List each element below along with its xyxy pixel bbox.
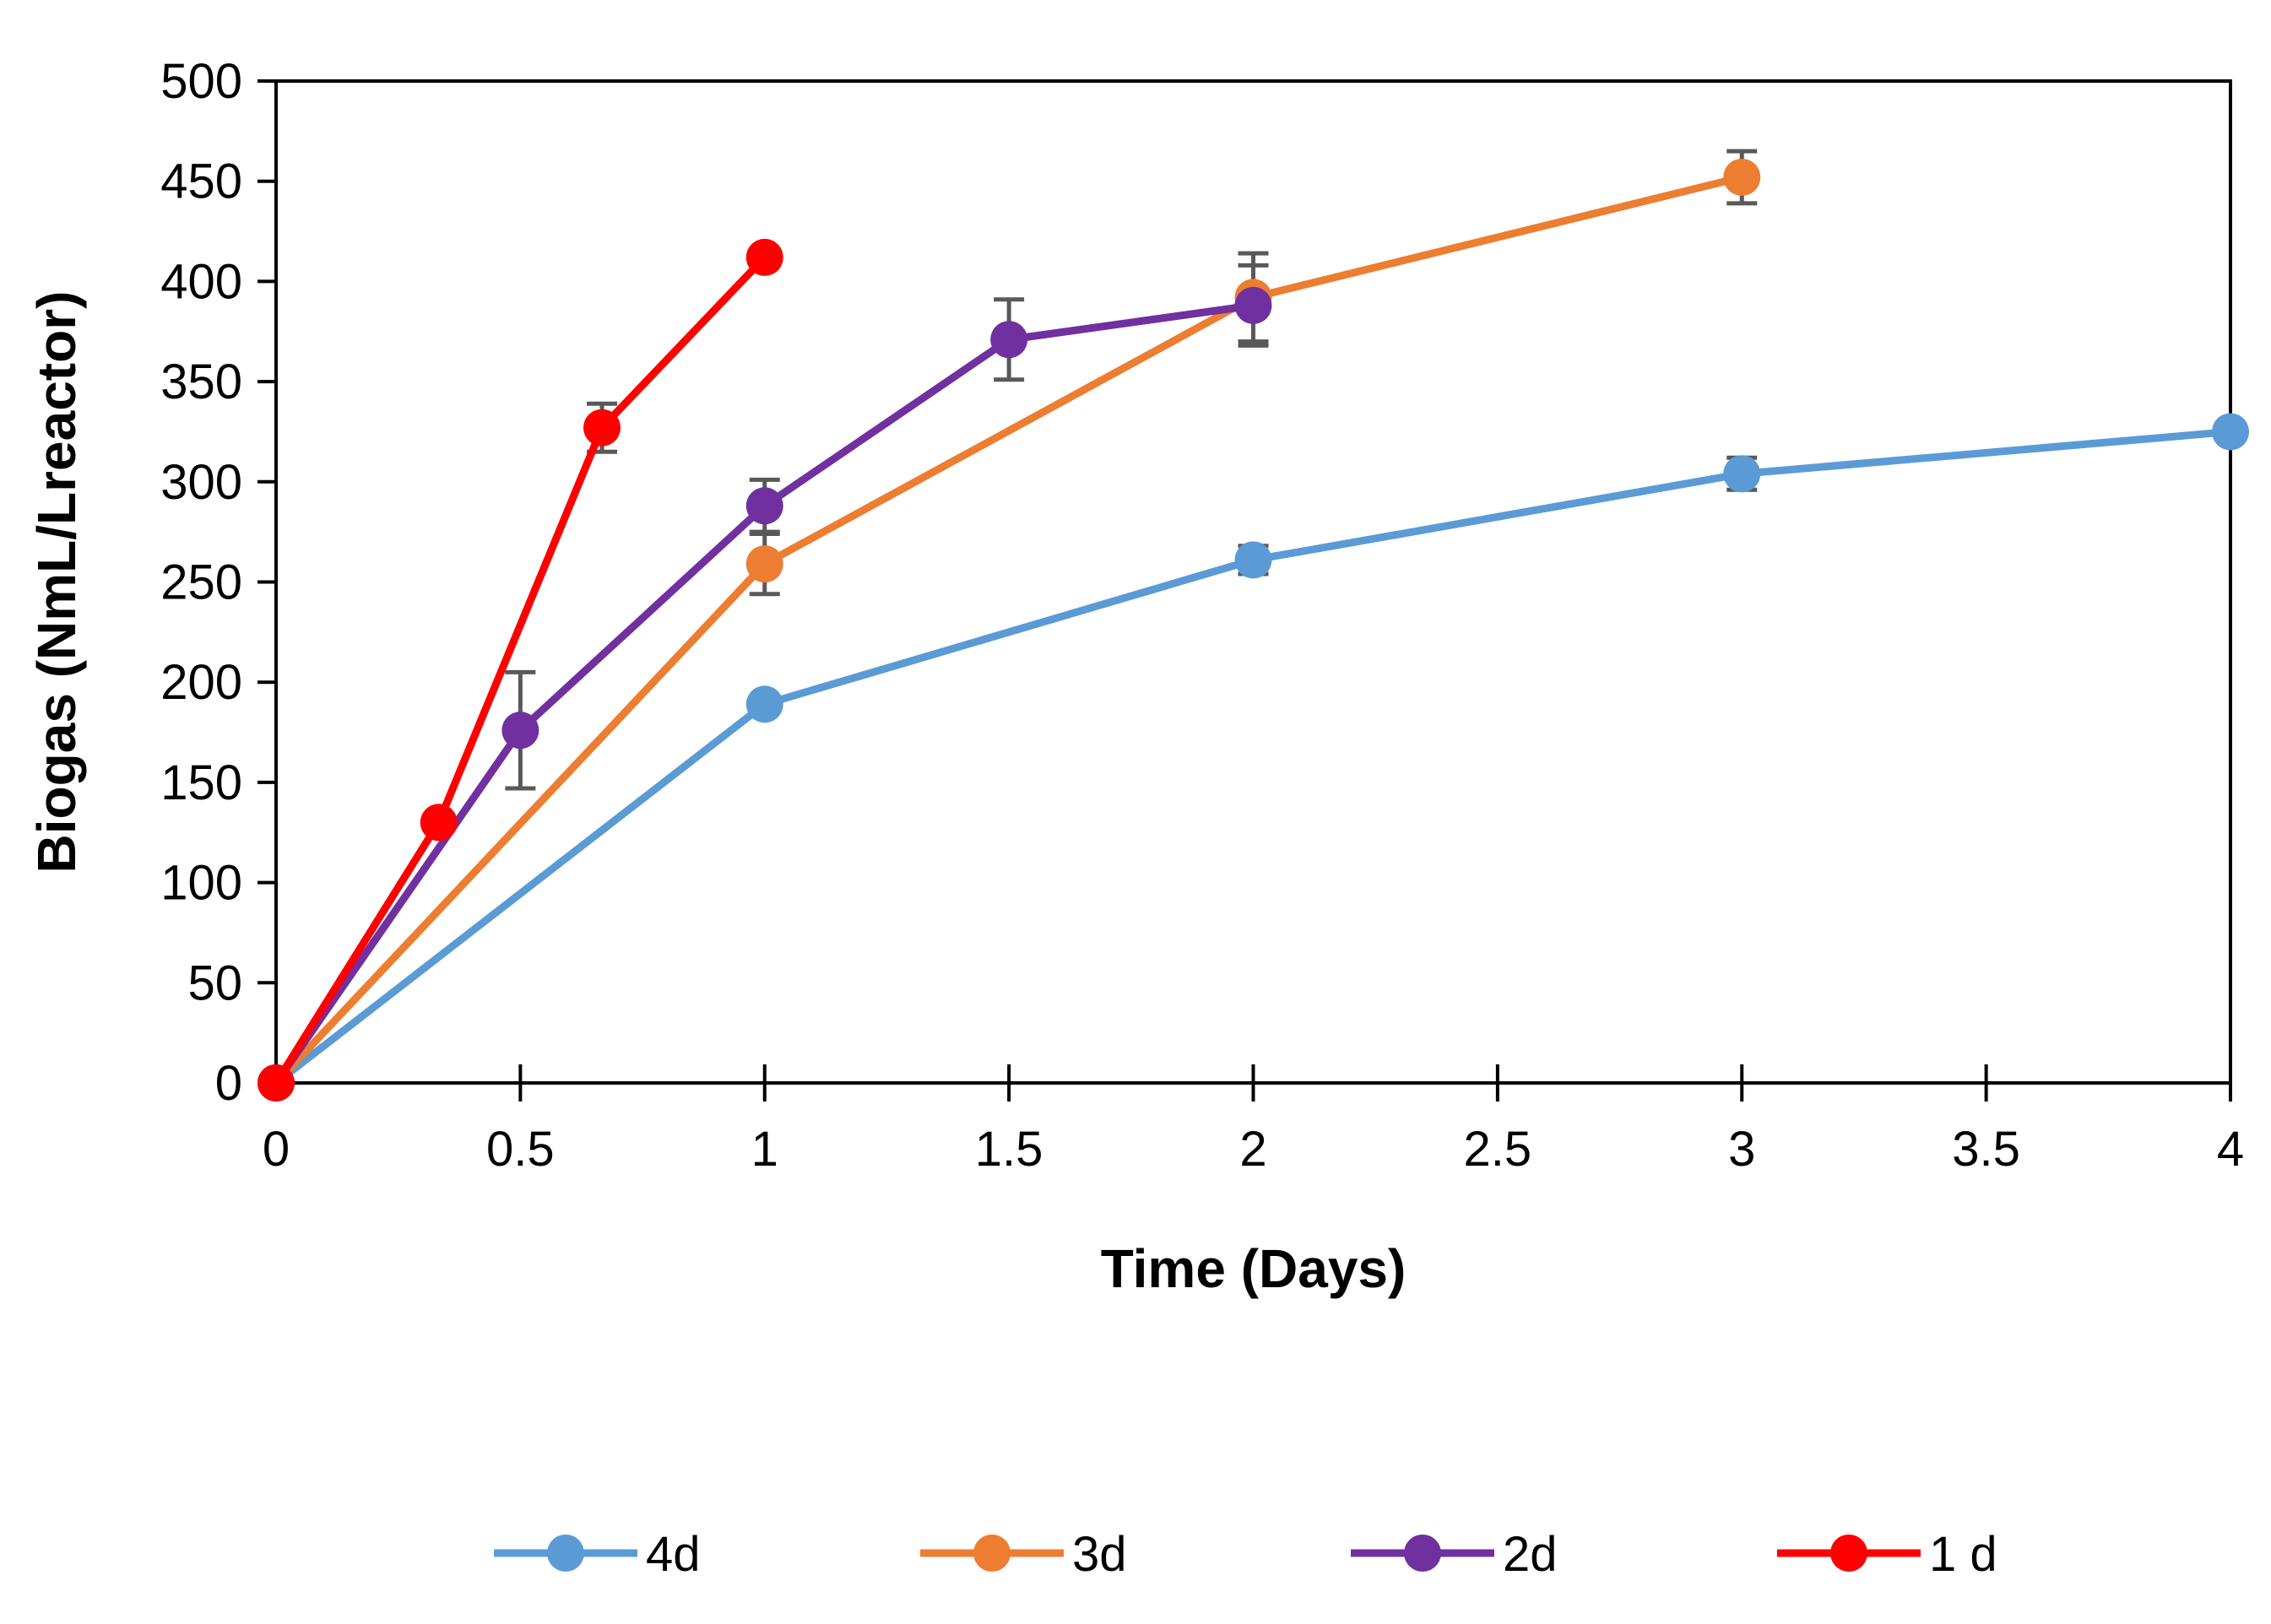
plot-frame: [274, 79, 2232, 1085]
data-point-2d: [501, 712, 539, 750]
x-tick-label: 0.5: [486, 1122, 555, 1177]
legend-marker-3d: [973, 1535, 1011, 1572]
series-line-1d: [272, 253, 769, 1087]
legend-label-1d: 1 d: [1929, 1527, 1997, 1582]
data-point-3d: [1723, 158, 1761, 196]
data-point-1d: [420, 804, 458, 842]
data-point-2d: [745, 487, 783, 525]
data-point-1d: [745, 238, 783, 276]
data-point-2d: [990, 321, 1028, 359]
data-point-4d: [2212, 413, 2249, 451]
x-tick-label: 2: [1239, 1122, 1266, 1177]
y-tick-label: 300: [160, 455, 242, 510]
y-tick-label: 250: [160, 555, 242, 610]
x-tick-label: 1.5: [975, 1122, 1043, 1177]
legend-marker-2d: [1404, 1535, 1441, 1572]
series-line-4d: [272, 427, 2235, 1087]
axis-labels: Time (Days) Biogas (NmL/Lreactor): [26, 291, 1406, 1299]
legend-label-2d: 2d: [1503, 1527, 1558, 1582]
legend-marker-4d: [547, 1535, 584, 1572]
data-point-3d: [745, 545, 783, 583]
data-point-4d: [745, 685, 783, 723]
data-point-4d: [1234, 541, 1272, 579]
axes: 0 50 100 150 200 250 300 350 400 450 500 0 0.5 1 1.5 2 2…: [160, 54, 2244, 1177]
y-tick-label: 500: [160, 54, 242, 109]
legend-label-3d: 3d: [1072, 1527, 1127, 1582]
y-tick-label: 0: [215, 1056, 242, 1111]
error-bars: [505, 149, 1758, 791]
series-line-3d: [272, 173, 1746, 1087]
y-axis-title: Biogas (NmL/Lreactor): [26, 291, 87, 874]
x-tick-label: 3.5: [1952, 1122, 2020, 1177]
x-tick-label: 0: [263, 1122, 290, 1177]
series-group: [257, 158, 2249, 1102]
y-tick-label: 200: [160, 655, 242, 710]
y-tick-label: 400: [160, 254, 242, 309]
legend-label-4d: 4d: [646, 1527, 701, 1582]
data-point-4d: [1723, 455, 1761, 493]
y-tick-label: 350: [160, 355, 242, 409]
data-point-1d: [257, 1064, 295, 1102]
x-tick-label: 4: [2217, 1122, 2244, 1177]
data-point-1d: [583, 409, 621, 447]
data-point-2d: [1234, 286, 1272, 324]
y-tick-label: 50: [187, 955, 242, 1010]
y-tick-label: 150: [160, 755, 242, 810]
y-tick-label: 450: [160, 154, 242, 209]
x-tick-label: 2.5: [1464, 1122, 1532, 1177]
x-tick-label: 3: [1728, 1122, 1755, 1177]
y-tick-label: 100: [160, 856, 242, 911]
legend: 4d 3d 2d 1 d: [494, 1527, 1997, 1582]
x-axis-title: Time (Days): [1101, 1238, 1407, 1299]
x-tick-label: 1: [751, 1122, 778, 1177]
legend-marker-1d: [1830, 1535, 1867, 1572]
